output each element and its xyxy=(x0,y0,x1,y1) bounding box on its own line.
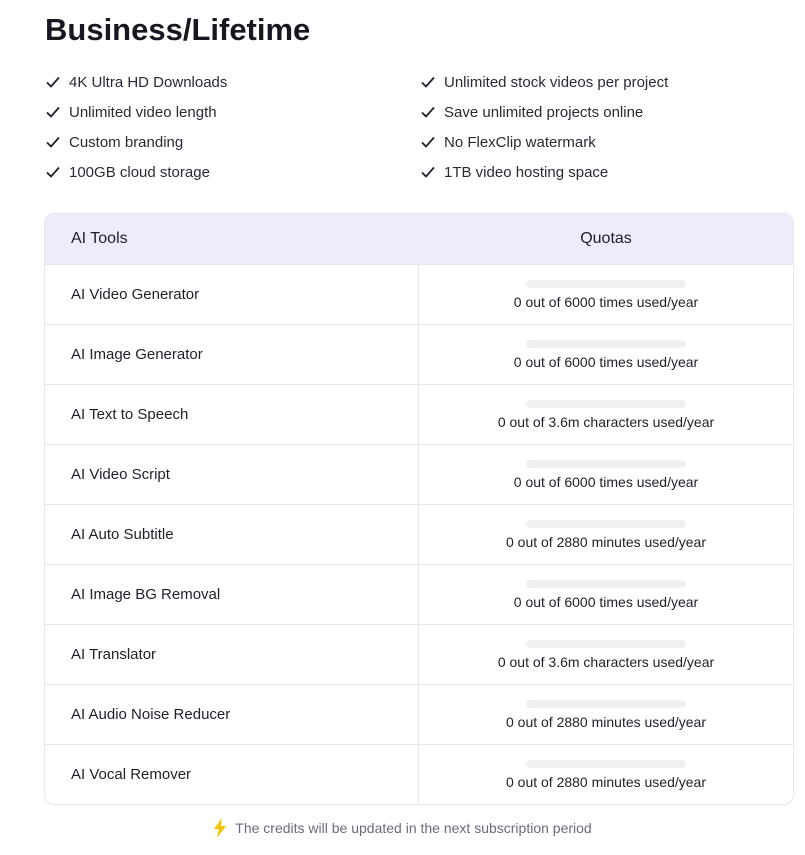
feature-list: 4K Ultra HD Downloads Unlimited stock vid… xyxy=(45,72,745,182)
quota-progress-bar xyxy=(526,519,686,528)
feature-item: Unlimited stock videos per project xyxy=(420,72,745,92)
quota-text: 0 out of 2880 minutes used/year xyxy=(505,533,707,550)
feature-label: Save unlimited projects online xyxy=(444,103,644,121)
tool-name: AI Auto Subtitle xyxy=(45,505,419,564)
feature-item: 1TB video hosting space xyxy=(420,162,745,182)
feature-item: Custom branding xyxy=(45,132,420,152)
check-icon xyxy=(46,166,60,178)
feature-item: 100GB cloud storage xyxy=(45,162,420,182)
check-icon xyxy=(46,76,60,88)
table-row: AI Auto Subtitle 0 out of 2880 minutes us… xyxy=(45,504,793,564)
tool-name: AI Vocal Remover xyxy=(45,745,419,804)
tool-name: AI Image Generator xyxy=(45,325,419,384)
tool-name: AI Translator xyxy=(45,625,419,684)
feature-label: 100GB cloud storage xyxy=(69,163,210,181)
quota-text: 0 out of 3.6m characters used/year xyxy=(497,653,715,670)
tool-name: AI Text to Speech xyxy=(45,385,419,444)
tool-name: AI Video Generator xyxy=(45,265,419,324)
lightning-icon xyxy=(214,818,227,838)
quota-progress-bar xyxy=(526,699,686,708)
tool-name: AI Video Script xyxy=(45,445,419,504)
quota-progress-bar xyxy=(526,639,686,648)
table-header: AI Tools Quotas xyxy=(45,214,793,264)
check-icon xyxy=(46,106,60,118)
quota-progress-bar xyxy=(526,579,686,588)
quota-text: 0 out of 6000 times used/year xyxy=(513,353,699,370)
check-icon xyxy=(421,166,435,178)
quota-text: 0 out of 3.6m characters used/year xyxy=(497,413,715,430)
quota-text: 0 out of 2880 minutes used/year xyxy=(505,713,707,730)
feature-item: 4K Ultra HD Downloads xyxy=(45,72,420,92)
table-row: AI Image Generator 0 out of 6000 times us… xyxy=(45,324,793,384)
quota-table: AI Tools Quotas AI Video Generator 0 out … xyxy=(44,213,794,805)
feature-label: 4K Ultra HD Downloads xyxy=(69,73,228,91)
page-title: Business/Lifetime xyxy=(45,12,311,47)
table-row: AI Image BG Removal 0 out of 6000 times u… xyxy=(45,564,793,624)
note-text: The credits will be updated in the next … xyxy=(235,820,592,836)
header-quotas: Quotas xyxy=(580,230,632,247)
check-icon xyxy=(46,136,60,148)
quota-progress-bar xyxy=(526,339,686,348)
table-row: AI Video Generator 0 out of 6000 times us… xyxy=(45,264,793,324)
feature-label: Unlimited video length xyxy=(69,103,217,121)
quota-text: 0 out of 6000 times used/year xyxy=(513,593,699,610)
table-row: AI Text to Speech 0 out of 3.6m character… xyxy=(45,384,793,444)
feature-label: Unlimited stock videos per project xyxy=(444,73,669,91)
check-icon xyxy=(421,136,435,148)
feature-item: Unlimited video length xyxy=(45,102,420,122)
check-icon xyxy=(421,106,435,118)
feature-item: No FlexClip watermark xyxy=(420,132,745,152)
table-row: AI Vocal Remover 0 out of 2880 minutes us… xyxy=(45,744,793,804)
quota-progress-bar xyxy=(526,759,686,768)
quota-text: 0 out of 6000 times used/year xyxy=(513,473,699,490)
quota-progress-bar xyxy=(526,459,686,468)
table-row: AI Video Script 0 out of 6000 times used/… xyxy=(45,444,793,504)
table-row: AI Translator 0 out of 3.6m characters us… xyxy=(45,624,793,684)
tool-name: AI Audio Noise Reducer xyxy=(45,685,419,744)
feature-label: 1TB video hosting space xyxy=(444,163,609,181)
quota-progress-bar xyxy=(526,399,686,408)
quota-text: 0 out of 2880 minutes used/year xyxy=(505,773,707,790)
credits-note: The credits will be updated in the next … xyxy=(0,818,805,838)
feature-item: Save unlimited projects online xyxy=(420,102,745,122)
feature-label: No FlexClip watermark xyxy=(444,133,596,151)
quota-text: 0 out of 6000 times used/year xyxy=(513,293,699,310)
tool-name: AI Image BG Removal xyxy=(45,565,419,624)
check-icon xyxy=(421,76,435,88)
header-ai-tools: AI Tools xyxy=(71,230,128,247)
quota-progress-bar xyxy=(526,279,686,288)
feature-label: Custom branding xyxy=(69,133,184,151)
table-row: AI Audio Noise Reducer 0 out of 2880 minu… xyxy=(45,684,793,744)
